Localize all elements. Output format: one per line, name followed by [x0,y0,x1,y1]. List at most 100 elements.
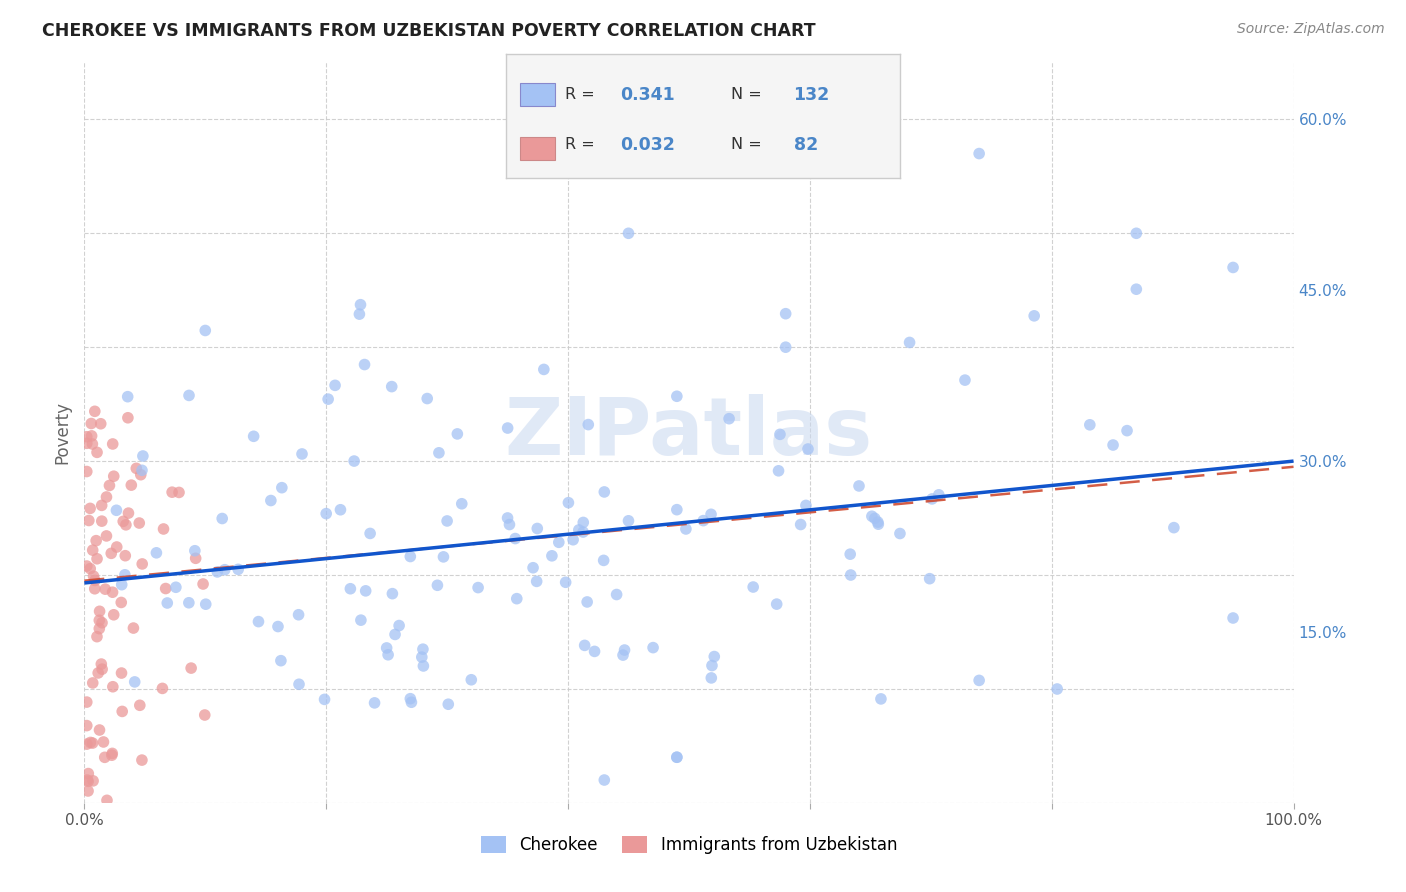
Point [675,522,697,536]
Point [860,509,883,524]
Point [207,565,229,579]
Point [1125,282,1147,296]
Point [583,644,606,658]
Point [432,549,454,564]
Point [111,577,134,591]
Point [665,750,688,764]
Point [291,447,314,461]
Point [399,549,422,564]
Point [839,547,862,561]
Text: Source: ZipAtlas.com: Source: ZipAtlas.com [1237,22,1385,37]
Point [742,580,765,594]
Point [541,549,564,563]
Point [100,546,122,560]
Point [384,627,406,641]
Point [617,514,640,528]
Point [641,640,664,655]
Point [82,773,104,788]
Point [131,463,153,477]
Point [889,526,911,541]
Point [105,503,128,517]
Point [503,532,526,546]
Point [111,705,134,719]
Point [467,581,489,595]
Point [343,454,366,468]
Point [167,485,190,500]
Point [967,146,990,161]
Point [606,588,628,602]
Point [155,582,177,596]
Point [898,335,921,350]
Point [576,417,599,432]
Point [329,502,352,516]
Point [77,766,100,780]
Point [863,511,886,525]
Point [377,648,399,662]
Point [270,654,292,668]
Point [117,390,139,404]
Point [79,501,101,516]
Text: 132: 132 [793,86,830,103]
Point [76,430,98,444]
Point [496,511,519,525]
Point [613,643,636,657]
Point [226,562,249,576]
Point [953,373,976,387]
Text: R =: R = [565,137,595,153]
Point [90,417,112,431]
Point [794,499,817,513]
Point [339,582,361,596]
Point [314,692,336,706]
Point [388,618,411,632]
Point [446,426,468,441]
Point [86,551,108,566]
Point [145,546,167,560]
Y-axis label: Poverty: Poverty [53,401,72,464]
Point [105,540,128,554]
Point [96,793,118,807]
Point [101,748,124,763]
Point [96,490,118,504]
Point [86,445,108,459]
Text: N =: N = [731,87,761,103]
Point [700,508,723,522]
Point [124,674,146,689]
Point [921,491,943,506]
Point [152,681,174,696]
Point [363,696,385,710]
Point [354,583,377,598]
Point [77,784,100,798]
Point [76,772,98,787]
Point [103,469,125,483]
Text: 82: 82 [793,136,818,153]
Point [76,559,98,574]
Point [316,392,339,406]
Point [593,485,616,500]
Point [79,735,101,749]
Point [554,575,576,590]
Point [80,417,103,431]
Point [557,496,579,510]
Point [184,551,207,566]
Point [114,567,136,582]
Point [526,521,548,535]
Point [522,560,544,574]
Point [870,692,893,706]
Point [323,378,346,392]
Point [1024,309,1046,323]
Point [506,591,529,606]
Point [1078,417,1101,432]
Point [1125,227,1147,241]
Point [80,429,103,443]
Point [718,411,741,425]
Point [101,680,124,694]
Point [349,307,371,321]
Point [90,499,112,513]
Point [83,582,105,596]
Point [349,298,371,312]
Point [412,659,434,673]
Point [90,657,112,671]
Point [617,227,640,241]
Point [132,449,155,463]
Point [96,529,118,543]
